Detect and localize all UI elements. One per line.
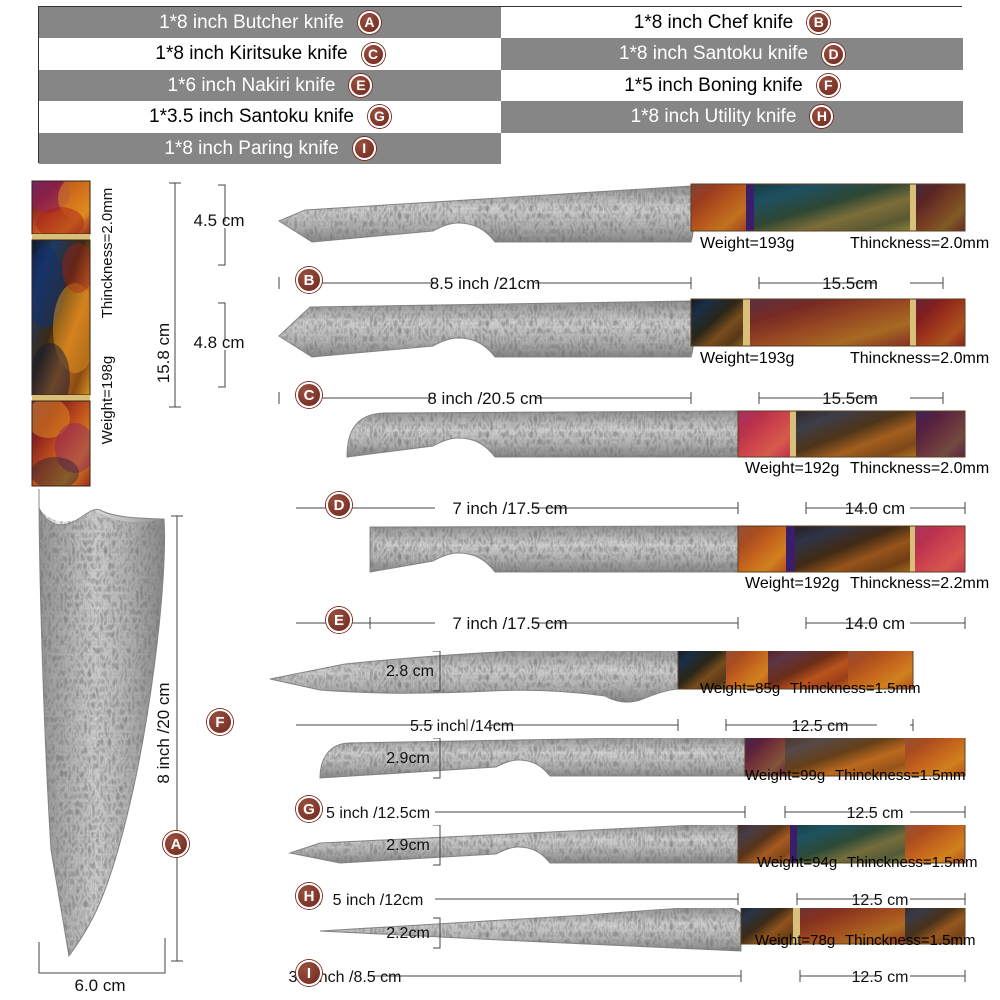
- svg-text:15.8 cm: 15.8 cm: [154, 323, 173, 383]
- svg-text:2.8 cm: 2.8 cm: [386, 663, 434, 680]
- svg-text:12.5 cm: 12.5 cm: [792, 718, 849, 735]
- svg-text:2.2cm: 2.2cm: [386, 925, 430, 942]
- svg-text:15.5cm: 15.5cm: [822, 274, 878, 293]
- svg-text:12.5 cm: 12.5 cm: [852, 892, 909, 909]
- svg-text:2.9cm: 2.9cm: [386, 750, 430, 767]
- svg-text:Thinckness=2.0mm: Thinckness=2.0mm: [99, 188, 116, 318]
- svg-text:Weight=198g: Weight=198g: [99, 356, 116, 445]
- svg-text:2.9cm: 2.9cm: [386, 837, 430, 854]
- svg-text:14.0 cm: 14.0 cm: [845, 614, 905, 633]
- svg-text:8 inch /20.5 cm: 8 inch /20.5 cm: [427, 389, 542, 408]
- svg-text:5.5 inch /14cm: 5.5 inch /14cm: [410, 718, 514, 735]
- svg-text:6.0 cm: 6.0 cm: [74, 976, 125, 995]
- svg-text:5 inch /12.5cm: 5 inch /12.5cm: [326, 805, 430, 822]
- svg-text:8.5 inch /21cm: 8.5 inch /21cm: [430, 274, 541, 293]
- svg-text:14.0 cm: 14.0 cm: [845, 499, 905, 518]
- svg-text:7 inch /17.5 cm: 7 inch /17.5 cm: [452, 614, 567, 633]
- svg-text:4.8 cm: 4.8 cm: [193, 333, 244, 352]
- svg-text:8 inch /20 cm: 8 inch /20 cm: [154, 682, 173, 783]
- svg-text:4.5 cm: 4.5 cm: [193, 211, 244, 230]
- svg-text:12.5 cm: 12.5 cm: [847, 805, 904, 822]
- svg-text:7 inch /17.5 cm: 7 inch /17.5 cm: [452, 499, 567, 518]
- svg-text:15.5cm: 15.5cm: [822, 389, 878, 408]
- svg-text:12.5 cm: 12.5 cm: [852, 969, 909, 986]
- svg-text:5 inch /12cm: 5 inch /12cm: [333, 892, 424, 909]
